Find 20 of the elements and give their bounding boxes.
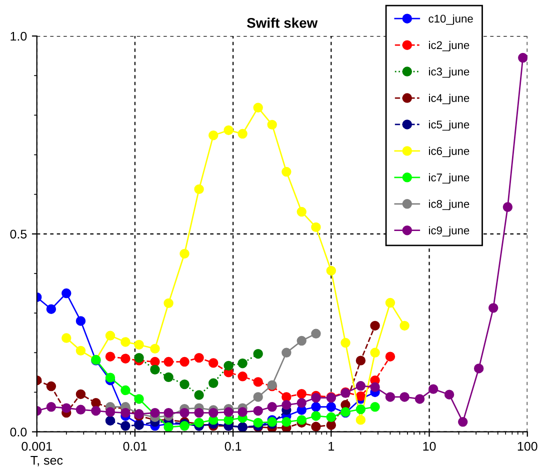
- legend-label: ic3_june: [429, 67, 470, 78]
- legend-label: ic7_june: [429, 173, 470, 184]
- legend-label: ic8_june: [429, 200, 470, 210]
- x-axis-title: T, sec: [30, 456, 63, 466]
- legend-label: ic2_june: [429, 40, 470, 52]
- chart-title: Swift skew: [247, 18, 318, 28]
- y-tick-label: 0.5: [10, 230, 27, 239]
- x-tick-label: 10: [423, 442, 436, 451]
- y-tick-label: 0.0: [10, 428, 27, 436]
- legend-label: ic6_june: [429, 146, 470, 158]
- legend-label: ic5_june: [429, 120, 470, 131]
- x-tick-label: 0.1: [224, 442, 242, 451]
- legend-label: c10_june: [428, 14, 473, 25]
- x-tick-label: 1: [328, 442, 334, 451]
- x-tick-label: 0.01: [123, 442, 147, 451]
- y-tick-label: 1.0: [10, 32, 27, 41]
- legend-label: ic4_june: [429, 94, 470, 104]
- x-tick-label: 0.001: [22, 442, 52, 451]
- legend-label: ic9_june: [429, 226, 470, 237]
- x-tick-label: 100: [518, 442, 538, 451]
